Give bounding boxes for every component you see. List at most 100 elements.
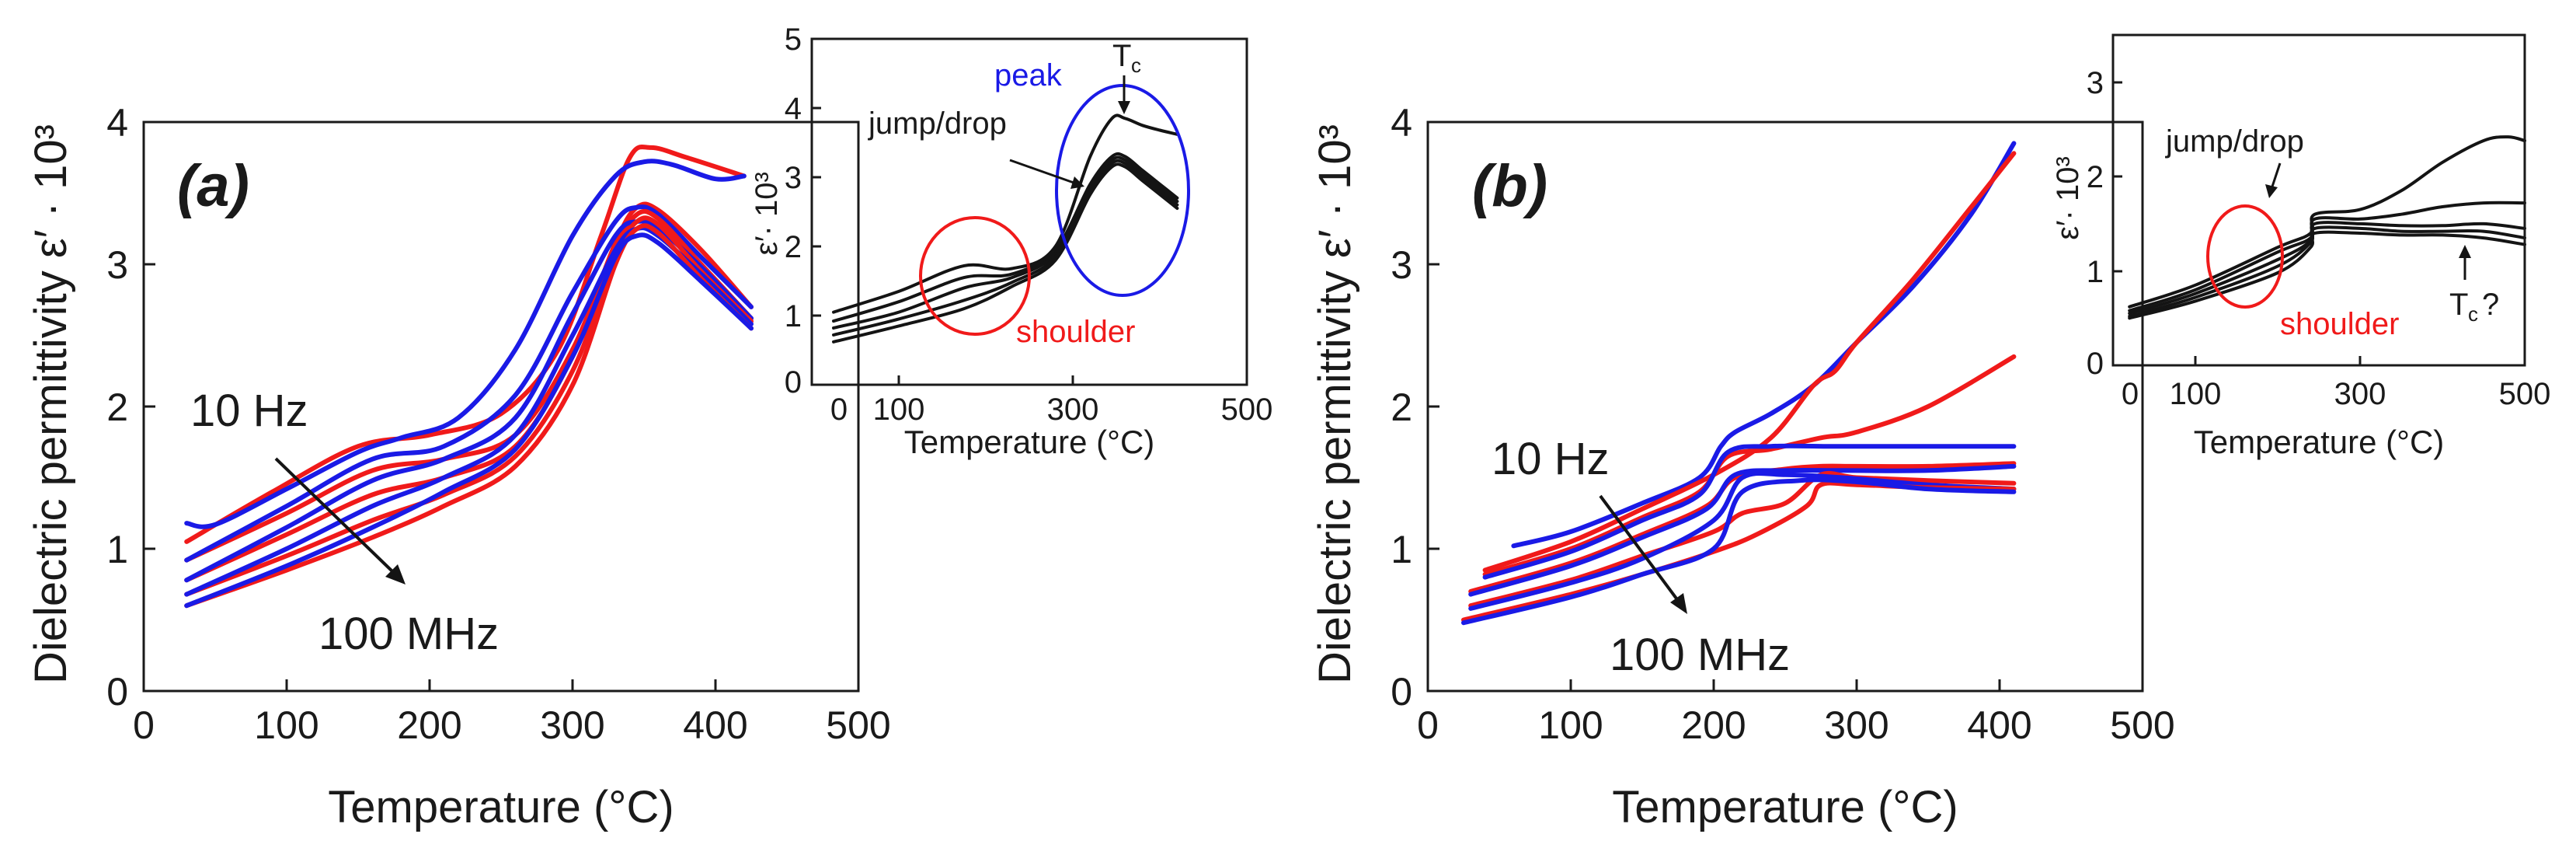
panel-a-xtick-label: 300 [540, 703, 604, 747]
panel-b-y-axis-title: Dielectric permittivity ε′ · 10³ [1310, 124, 1360, 684]
panel-a-ytick-label: 4 [106, 101, 128, 145]
panel-a-freq-low-label: 100 MHz [319, 609, 499, 659]
panel-b-label: (b) [1472, 153, 1547, 219]
panel-b-inset-shoulder-label: shoulder [2280, 307, 2399, 341]
panel-b-inset-jump-arrow [2271, 162, 2282, 187]
panel-b-xtick-label: 500 [2110, 703, 2174, 747]
panel-b-inset-tc-subscript: c [2468, 302, 2478, 326]
series-line-k-2 [2128, 201, 2526, 312]
series-line-k-3 [2128, 221, 2526, 316]
panel-a-inset-ytick-label: 2 [785, 230, 802, 264]
panel-a-xtick-label: 0 [133, 703, 155, 747]
series-line-k-5 [2128, 230, 2526, 320]
panel-a-inset-ytick-label: 3 [785, 161, 802, 195]
panel-b-inset-ytick-label: 1 [2087, 255, 2104, 289]
panel-b-inset-jump-arrowhead [2265, 184, 2278, 198]
series-line-blue-5 [184, 232, 754, 609]
panel-b-inset-ticks [2111, 81, 2362, 365]
panel-a-inset-peak-label: peak [994, 58, 1063, 92]
panel-b-inset-ytick-label: 0 [2087, 347, 2104, 381]
panel-b-ytick-label: 2 [1391, 386, 1412, 429]
panel-a-inset: 0 100 300 500 0 1 2 3 4 5 Temperature (°… [750, 23, 1272, 460]
panel-a-inset-tc-subscript: c [1131, 54, 1141, 77]
panel-b-xtick-label: 200 [1681, 703, 1746, 747]
panel-b-ytick-label: 3 [1391, 243, 1412, 287]
series-line-blue-4 [1468, 470, 2017, 611]
panel-a-curves [184, 144, 754, 609]
panel-b-freq-low-label: 100 MHz [1610, 630, 1790, 680]
panel-a-ytick-label: 1 [106, 528, 128, 571]
panel-b-inset-xtick-label: 500 [2499, 377, 2551, 411]
panel-a: 0 100 200 300 400 500 0 1 2 3 4 Temperat… [26, 101, 891, 832]
panel-a-inset-x-axis-title: Temperature (°C) [904, 424, 1155, 460]
series-line-blue-1 [1511, 141, 2017, 549]
panel-b-xtick-label: 400 [1967, 703, 2031, 747]
panel-a-y-axis-title: Dielectric permittivity ε′ · 10³ [26, 124, 76, 684]
panel-b-curves [1461, 141, 2017, 626]
panel-a-frequency-arrow [274, 457, 394, 573]
panel-b-ytick-label: 4 [1391, 101, 1412, 145]
series-line-red-1 [1482, 151, 2017, 573]
series-line-red-4 [184, 215, 754, 597]
series-line-blue-1 [184, 159, 747, 529]
panel-b-xtick-label: 0 [1417, 703, 1439, 747]
panel-a-inset-tc-label: T [1112, 39, 1131, 73]
panel-b-inset-tc-question: ? [2482, 288, 2499, 322]
series-line-blue-3 [184, 218, 754, 583]
panel-a-inset-xtick-label: 100 [873, 393, 925, 427]
panel-a-inset-ytick-label: 5 [785, 23, 802, 57]
panel-b-inset-ytick-label: 3 [2087, 66, 2104, 100]
panel-a-ticks [142, 120, 717, 693]
panel-b-inset-jump-label: jump/drop [2165, 124, 2304, 159]
panel-a-inset-xtick-label: 300 [1047, 393, 1099, 427]
panel-b-inset-xtick-label: 0 [2122, 377, 2139, 411]
panel-b-x-axis-title: Temperature (°C) [1612, 782, 1958, 832]
panel-a-inset-ytick-label: 4 [785, 92, 802, 126]
panel-a-xtick-label: 100 [254, 703, 319, 747]
panel-b-inset-xtick-label: 300 [2334, 377, 2386, 411]
series-line-k-5 [832, 162, 1179, 344]
panel-a-xtick-label: 500 [826, 703, 890, 747]
panel-a-inset-xtick-label: 0 [830, 393, 848, 427]
series-line-red-2 [184, 201, 754, 563]
panel-a-inset-peak-circle [1055, 84, 1190, 297]
panel-a-inset-jump-label: jump/drop [868, 106, 1007, 141]
panel-b-inset-x-axis-title: Temperature (°C) [2194, 424, 2445, 460]
panel-a-inset-jump-arrowhead [1070, 176, 1084, 189]
panel-a-inset-y-axis-title: ε′· 10³ [750, 172, 784, 256]
panel-a-ytick-label: 0 [106, 670, 128, 714]
panel-a-inset-shoulder-circle [919, 216, 1031, 336]
panel-a-inset-ytick-label: 1 [785, 299, 802, 333]
panel-a-label: (a) [177, 153, 249, 219]
panel-b-inset: 0 100 300 500 0 1 2 3 Temperature (°C) ε… [2051, 33, 2551, 460]
panel-b-inset-tc-arrowhead [2459, 245, 2471, 258]
series-line-blue-3 [1468, 463, 2017, 597]
panel-b-ticks [1426, 120, 2001, 693]
series-line-red-5 [184, 223, 754, 609]
panel-a-inset-ticks [810, 106, 1074, 385]
series-line-red-4 [1468, 470, 2017, 609]
panel-b-ytick-label: 1 [1391, 528, 1412, 571]
panel-a-inset-xtick-label: 500 [1221, 393, 1273, 427]
panel-a-xtick-label: 200 [397, 703, 461, 747]
panel-b-ytick-label: 0 [1391, 670, 1412, 714]
panel-a-ytick-label: 3 [106, 243, 128, 287]
panel-b-freq-high-label: 10 Hz [1492, 434, 1610, 484]
panel-b-frequency-arrowhead [1670, 593, 1687, 614]
series-line-k-1 [2128, 135, 2526, 309]
series-line-blue-2 [184, 204, 754, 563]
panel-a-inset-shoulder-label: shoulder [1016, 315, 1135, 349]
panel-b-xtick-label: 100 [1538, 703, 1603, 747]
panel-b-inset-y-axis-title: ε′· 10³ [2051, 156, 2085, 240]
panel-b-inset-xtick-label: 100 [2170, 377, 2222, 411]
panel-b-inset-frame [2111, 33, 2526, 367]
series-line-blue-2 [1482, 443, 2017, 580]
panel-a-inset-jump-arrow [1009, 159, 1074, 184]
panel-b-xtick-label: 300 [1824, 703, 1888, 747]
series-line-red-2 [1482, 354, 2017, 577]
panel-b: 0 100 200 300 400 500 0 1 2 3 4 Temperat… [1310, 101, 2175, 832]
panel-a-frequency-arrowhead [385, 564, 406, 585]
series-line-blue-5 [1461, 477, 2017, 626]
panel-b-inset-shoulder-circle [2206, 204, 2284, 309]
